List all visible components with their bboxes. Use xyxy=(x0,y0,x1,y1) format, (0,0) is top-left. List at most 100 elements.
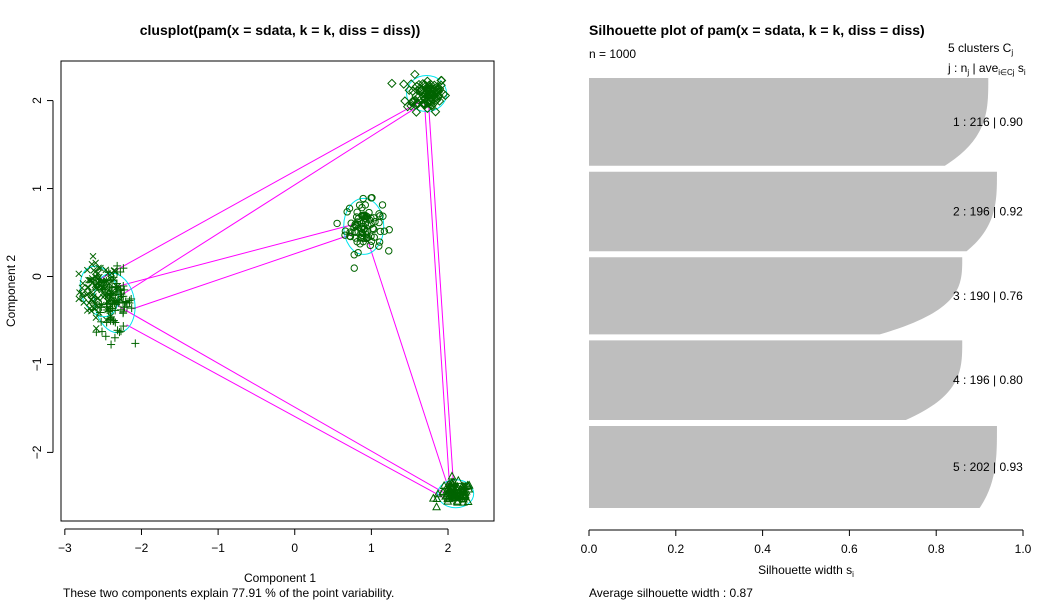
cluster-2-point xyxy=(411,91,421,101)
cluster-3-point xyxy=(376,227,384,236)
cluster-4-point xyxy=(109,316,118,325)
cluster-3-point xyxy=(359,237,367,246)
cluster-4-point xyxy=(127,294,136,303)
cluster-3-point xyxy=(345,204,354,213)
cluster-2-point xyxy=(407,97,418,108)
cluster-4-point xyxy=(92,328,101,337)
silhouette-x-axis: 0.0 0.2 0.4 0.6 0.8 1.0 xyxy=(581,529,1032,556)
cluster-3-point xyxy=(380,227,389,235)
cluster-3-point xyxy=(350,264,358,272)
cluster-4-point xyxy=(108,299,117,308)
cluster-5-point xyxy=(445,493,454,503)
cluster-4-point xyxy=(112,282,121,291)
cluster-4-point xyxy=(131,339,140,348)
cluster-2-point xyxy=(426,89,436,99)
silhouette-cluster-label: 1 : 216 | 0.90 xyxy=(953,115,1023,129)
distance-line xyxy=(424,103,451,488)
cluster-1-point xyxy=(78,290,86,297)
cluster-3-point xyxy=(366,241,375,250)
cluster-5-point xyxy=(432,493,442,503)
cluster-4-point xyxy=(102,300,111,309)
cluster-4-point xyxy=(107,340,116,349)
cluster-4-point xyxy=(98,327,107,336)
cluster-2-point xyxy=(432,91,443,102)
cluster-2-point xyxy=(413,98,423,108)
cluster-3-point xyxy=(353,208,361,216)
silhouette-x-tick-label: 0.6 xyxy=(841,542,858,556)
cluster-2-point xyxy=(411,107,422,117)
clusplot-y-tick-label: 0 xyxy=(30,273,44,280)
clusplot-y-tick-label: 1 xyxy=(30,185,44,192)
cluster-1-point xyxy=(85,276,92,284)
clusplot-frame xyxy=(60,60,495,522)
clusplot-y-tick-label: 2 xyxy=(30,97,44,104)
clusplot-x-tick-label: −3 xyxy=(58,541,72,555)
cluster-5-point xyxy=(459,481,469,491)
cluster-points xyxy=(75,69,474,511)
cluster-2-point xyxy=(387,78,397,89)
cluster-2-point xyxy=(423,83,433,93)
cluster-1-point xyxy=(75,270,83,278)
cluster-ellipses xyxy=(79,75,475,509)
cluster-3-point xyxy=(352,213,361,221)
clusplot-y-axis: −2 −1 0 1 2 xyxy=(30,97,54,459)
cluster-distance-lines xyxy=(99,101,455,499)
cluster-4-point xyxy=(104,268,113,277)
cluster-1-point xyxy=(80,299,88,306)
cluster-1-point xyxy=(104,270,112,277)
cluster-5-point xyxy=(442,485,452,494)
cluster-5-point xyxy=(452,481,462,491)
cluster-3-point xyxy=(346,228,354,236)
cluster-1-point xyxy=(90,293,97,300)
cluster-1-point xyxy=(75,295,83,303)
silhouette-x-tick-label: 0.0 xyxy=(581,542,598,556)
cluster-2-point xyxy=(417,84,427,94)
cluster-1-point xyxy=(97,264,104,272)
cluster-3-point xyxy=(360,234,368,242)
cluster-4-point xyxy=(116,327,125,336)
cluster-4-point xyxy=(101,332,110,341)
cluster-3-point xyxy=(350,223,358,232)
cluster-3-point xyxy=(341,227,350,235)
distance-line xyxy=(113,223,354,288)
silhouette-bar-cluster-2 xyxy=(589,171,997,252)
cluster-3-point xyxy=(354,248,362,257)
cluster-5-point xyxy=(446,481,456,490)
silhouette-cluster-label: 5 : 202 | 0.93 xyxy=(953,460,1023,474)
cluster-1-point xyxy=(78,284,86,292)
cluster-4-point xyxy=(107,275,116,284)
cluster-2-point xyxy=(411,81,422,92)
clusplot-xlabel: Component 1 xyxy=(244,571,316,585)
cluster-ellipse-5 xyxy=(437,479,475,509)
cluster-3-point xyxy=(376,212,384,220)
distance-line xyxy=(99,101,421,280)
clusplot-title: clusplot(pam(x = sdata, k = k, diss = di… xyxy=(140,22,421,38)
cluster-1-point xyxy=(94,275,102,282)
clusplot-x-tick-label: 2 xyxy=(445,541,452,555)
clusplot-x-tick-label: 0 xyxy=(291,541,298,555)
silhouette-average-width: Average silhouette width : 0.87 xyxy=(589,586,753,600)
cluster-4-point xyxy=(97,317,106,326)
clusplot-x-tick-label: −2 xyxy=(135,541,149,555)
cluster-3-point xyxy=(333,219,341,228)
clusplot-subtitle: These two components explain 77.91 % of … xyxy=(63,586,394,600)
cluster-2-point xyxy=(430,107,441,117)
cluster-4-point xyxy=(104,307,113,316)
cluster-1-point xyxy=(84,290,92,298)
distance-line xyxy=(126,324,444,499)
cluster-3-point xyxy=(385,247,393,255)
cluster-3-point xyxy=(385,226,393,234)
cluster-3-point xyxy=(358,203,366,212)
cluster-3-point xyxy=(367,214,375,222)
cluster-4-point xyxy=(112,300,121,309)
cluster-4-point xyxy=(125,296,134,305)
cluster-1-point xyxy=(90,267,98,274)
silhouette-cluster-label: 3 : 190 | 0.76 xyxy=(953,289,1023,303)
cluster-1-point xyxy=(88,260,96,268)
cluster-2-point xyxy=(436,75,446,86)
cluster-ellipse-3 xyxy=(343,197,385,255)
cluster-4-point xyxy=(105,293,114,302)
distance-line xyxy=(428,103,455,488)
silhouette-header-clusters: 5 clusters Cj xyxy=(948,41,1013,57)
cluster-2-point xyxy=(404,85,414,95)
